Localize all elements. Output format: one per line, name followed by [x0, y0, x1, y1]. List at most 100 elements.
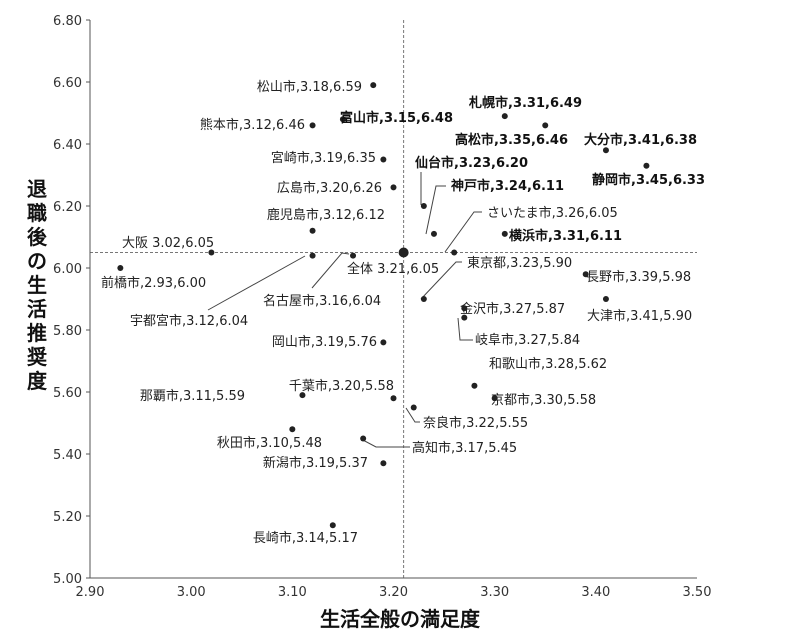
y-tick-label: 6.80 — [53, 14, 82, 29]
point-label: 広島市,3.20,6.26 — [277, 180, 382, 196]
point-label: 奈良市,3.22,5.55 — [423, 415, 528, 431]
point-label: 名古屋市,3.16,6.04 — [263, 293, 381, 309]
data-point — [299, 392, 306, 399]
point-label: 神戸市,3.24,6.11 — [451, 178, 564, 194]
point-label: 長野市,3.39,5.98 — [586, 269, 691, 285]
point-label: 宮崎市,3.19,6.35 — [271, 150, 376, 166]
point-label: さいたま市,3.26,6.05 — [487, 205, 618, 221]
point-label: 静岡市,3.45,6.33 — [592, 172, 705, 188]
data-point — [501, 230, 508, 237]
data-point — [451, 249, 458, 256]
y-tick-label: 6.00 — [53, 262, 82, 277]
data-point — [117, 265, 124, 271]
data-point — [309, 227, 316, 234]
leader-line — [425, 185, 446, 235]
leader-line — [444, 211, 482, 253]
point-label: 宇都宮市,3.12,6.04 — [130, 313, 248, 329]
axes: 5.00 5.20 5.40 5.60 5.80 6.00 6.20 6.40 6.60 6.80… — [53, 14, 711, 600]
x-tick-label: 3.30 — [480, 585, 509, 600]
data-point — [471, 382, 478, 389]
point-label: 岐阜市,3.27,5.84 — [475, 332, 580, 348]
point-label: 新潟市,3.19,5.37 — [263, 455, 368, 471]
x-tick-label: 3.40 — [581, 585, 610, 600]
leader-lines — [207, 172, 482, 448]
y-axis-title-char: 生 — [27, 273, 47, 297]
data-point — [602, 296, 609, 302]
point-label: 秋田市,3.10,5.48 — [217, 435, 322, 451]
leader-line — [457, 317, 473, 341]
y-tick-label: 6.60 — [53, 76, 82, 91]
data-point — [329, 522, 336, 529]
data-point — [410, 404, 417, 411]
point-label: 仙台市,3.23,6.20 — [415, 155, 528, 171]
data-point — [339, 116, 346, 123]
leader-line — [420, 261, 462, 300]
point-label: 金沢市,3.27,5.87 — [460, 301, 565, 317]
y-tick-label: 6.20 — [53, 200, 82, 215]
data-point — [350, 252, 357, 259]
data-point — [643, 162, 650, 169]
leader-line — [360, 438, 410, 448]
y-tick-label: 5.20 — [53, 510, 82, 525]
y-axis-title-char: 奨 — [26, 345, 48, 369]
y-tick-label: 5.00 — [53, 572, 82, 587]
point-label: 松山市,3.18,6.59 — [257, 79, 362, 95]
data-point — [360, 435, 367, 442]
data-point — [430, 230, 437, 237]
leader-line — [405, 407, 420, 423]
y-axis-title-char: の — [27, 249, 47, 273]
data-point — [309, 252, 316, 259]
point-label: 長崎市,3.14,5.17 — [253, 530, 358, 546]
data-point — [491, 395, 498, 402]
point-label: 東京都,3.23,5.90 — [467, 255, 572, 271]
point-label: 熊本市,3.12,6.46 — [200, 117, 305, 133]
point-label: 札幌市,3.31,6.49 — [468, 95, 582, 111]
data-point — [289, 426, 296, 433]
point-label: 横浜市,3.31,6.11 — [509, 228, 622, 244]
point-label: 前橋市,2.93,6.00 — [101, 275, 206, 291]
point-label: 那覇市,3.11,5.59 — [140, 388, 245, 404]
y-axis-title-char: 度 — [27, 369, 48, 393]
y-tick-label: 5.80 — [53, 324, 82, 339]
data-point — [390, 184, 397, 191]
point-label: 大分市,3.41,6.38 — [584, 132, 697, 148]
y-tick-label: 5.40 — [53, 448, 82, 463]
point-label: 高松市,3.35,6.46 — [455, 132, 568, 148]
data-points — [117, 82, 650, 529]
x-tick-label: 3.50 — [683, 585, 712, 600]
x-tick-label: 3.10 — [278, 585, 307, 600]
data-point — [501, 113, 508, 120]
data-point — [582, 271, 589, 278]
y-axis-title-char: 推 — [27, 321, 47, 345]
data-point — [380, 460, 387, 467]
point-label: 高知市,3.17,5.45 — [412, 440, 517, 456]
y-axis-title-char: 退 — [27, 177, 47, 201]
data-point — [309, 122, 316, 129]
x-tick-label: 2.90 — [76, 585, 105, 600]
point-label: 京都市,3.30,5.58 — [491, 392, 596, 408]
point-label: 大津市,3.41,5.90 — [587, 308, 692, 324]
x-axis-title: 生活全般の満足度 — [320, 607, 481, 631]
data-point — [420, 203, 427, 209]
y-tick-label: 6.40 — [53, 138, 82, 153]
data-point — [370, 82, 377, 89]
point-label: 岡山市,3.19,5.76 — [272, 334, 377, 350]
y-axis-title-char: 後 — [27, 225, 48, 249]
leader-line — [207, 255, 306, 311]
data-point — [420, 296, 427, 302]
data-point — [602, 147, 609, 154]
overall-point — [398, 247, 409, 258]
reference-lines — [90, 20, 697, 578]
data-point — [390, 395, 397, 402]
point-label: 鹿児島市,3.12,6.12 — [267, 207, 385, 223]
data-point — [208, 249, 215, 256]
point-label: 千葉市,3.20,5.58 — [289, 378, 394, 394]
data-labels: 松山市,3.18,6.59 富山市,3.15,6.48 熊本市,3.12,6.46 宮… — [101, 79, 705, 546]
data-point — [380, 339, 387, 346]
y-tick-label: 5.60 — [53, 386, 82, 401]
leader-line — [311, 252, 350, 289]
point-label: 富山市,3.15,6.48 — [340, 110, 453, 126]
x-tick-label: 3.00 — [177, 585, 206, 600]
